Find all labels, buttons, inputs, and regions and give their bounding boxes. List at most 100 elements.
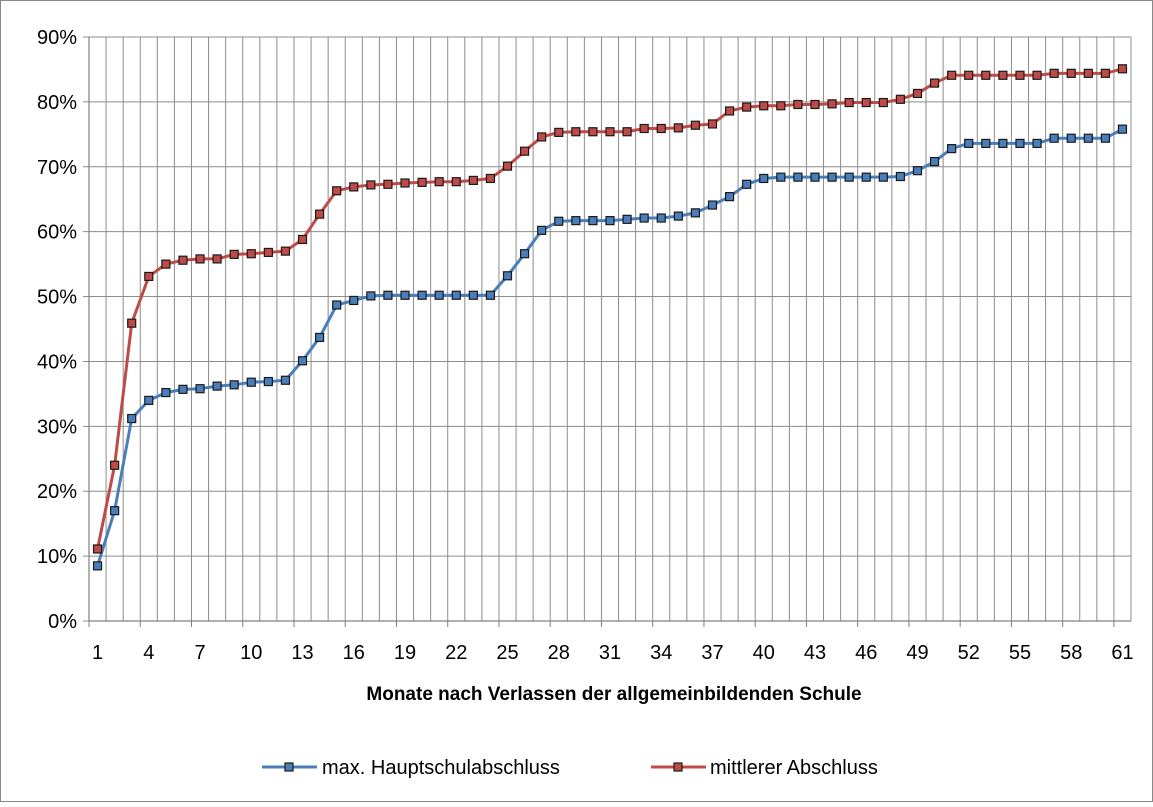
data-point-marker [485, 173, 496, 184]
data-point-marker [605, 127, 615, 137]
data-point-marker [998, 138, 1008, 149]
data-point-marker [844, 97, 854, 108]
data-point-marker [178, 384, 188, 394]
data-point-marker [383, 179, 393, 189]
y-tick-label: 70% [37, 157, 77, 179]
x-tick-label: 34 [650, 642, 672, 664]
axes [88, 37, 1131, 627]
data-point-marker [537, 225, 547, 235]
data-point-marker [793, 172, 803, 182]
data-point-marker [297, 356, 308, 366]
y-tick-label: 60% [37, 222, 77, 244]
y-tick-label: 10% [37, 546, 77, 568]
x-tick-label: 40 [753, 642, 775, 664]
data-point-marker [502, 271, 513, 281]
data-point-marker [127, 318, 137, 328]
data-point-marker [246, 249, 256, 259]
data-point-marker [605, 216, 615, 226]
data-point-marker [366, 291, 376, 301]
data-point-marker [1066, 133, 1076, 143]
data-point-marker [144, 395, 154, 405]
x-axis-title: Monate nach Verlassen der allgemeinbilde… [366, 684, 861, 705]
data-point-marker [759, 173, 769, 184]
data-point-marker [383, 290, 393, 300]
data-point-marker [554, 127, 564, 137]
data-point-marker [912, 166, 923, 176]
data-point-marker [161, 259, 171, 269]
data-point-marker [844, 172, 854, 182]
x-tick-label: 31 [599, 642, 621, 664]
x-tick-label: 61 [1111, 642, 1133, 664]
data-point-marker [639, 123, 649, 134]
data-point-marker [571, 216, 581, 226]
data-point-marker [673, 123, 683, 133]
data-point-marker [1117, 64, 1128, 74]
y-tick-label: 90% [37, 27, 77, 49]
data-point-marker [827, 172, 837, 182]
data-point-marker [349, 295, 359, 306]
x-tick-label: 46 [855, 642, 877, 664]
x-tick-label: 49 [906, 642, 928, 664]
data-point-marker [1066, 68, 1076, 78]
series-layer [92, 64, 1128, 571]
data-point-marker [468, 290, 478, 300]
legend-marker [284, 762, 294, 772]
data-point-marker [981, 70, 991, 80]
data-point-marker [315, 332, 325, 343]
y-tick-label: 20% [37, 481, 77, 503]
data-point-marker [263, 247, 273, 258]
data-point-marker [690, 120, 701, 130]
legend: max. Hauptschulabschluss mittlerer Abschl… [262, 757, 878, 779]
data-point-marker [878, 97, 888, 108]
data-point-marker [110, 506, 120, 516]
x-tick-label: 52 [958, 642, 980, 664]
data-point-marker [742, 102, 752, 112]
data-point-marker [1100, 68, 1110, 78]
data-point-marker [1032, 70, 1042, 80]
y-tick-label: 80% [37, 92, 77, 114]
data-point-marker [502, 161, 513, 171]
data-point-marker [929, 156, 940, 167]
data-point-marker [434, 290, 444, 300]
data-point-marker [964, 138, 974, 149]
data-point-marker [639, 213, 649, 223]
data-point-marker [588, 127, 598, 137]
data-point-marker [1100, 133, 1110, 143]
data-point-marker [349, 182, 359, 192]
x-tick-label: 19 [394, 642, 416, 664]
data-point-marker [400, 290, 410, 300]
data-point-marker [964, 70, 974, 80]
data-point-marker [707, 200, 718, 210]
data-point-marker [861, 97, 871, 108]
data-point-marker [912, 88, 923, 99]
data-point-marker [263, 376, 273, 387]
data-point-marker [400, 178, 410, 188]
data-point-marker [1032, 138, 1042, 149]
data-point-marker [1083, 133, 1093, 143]
data-point-marker [366, 180, 376, 190]
data-point-marker [212, 254, 222, 264]
data-point-marker [485, 290, 496, 300]
data-point-marker [468, 175, 478, 186]
legend-label: mittlerer Abschluss [710, 757, 878, 779]
data-point-marker [195, 254, 205, 264]
x-tick-label: 58 [1060, 642, 1082, 664]
data-point-marker [622, 214, 632, 224]
data-point-marker [793, 99, 803, 110]
data-point-marker [92, 561, 103, 571]
x-tick-label: 37 [701, 642, 723, 664]
data-point-marker [451, 290, 461, 300]
data-point-marker [656, 213, 666, 223]
y-tick-label: 40% [37, 351, 77, 373]
data-point-marker [417, 177, 427, 187]
data-point-marker [417, 290, 427, 300]
legend-label: max. Hauptschulabschluss [322, 757, 560, 779]
x-tick-label: 10 [240, 642, 262, 664]
data-point-marker [827, 99, 837, 109]
data-point-marker [981, 138, 991, 149]
data-point-marker [229, 380, 239, 390]
data-point-marker [861, 172, 871, 182]
x-tick-label: 16 [343, 642, 365, 664]
data-point-marker [434, 177, 444, 187]
data-point-marker [1015, 70, 1025, 80]
